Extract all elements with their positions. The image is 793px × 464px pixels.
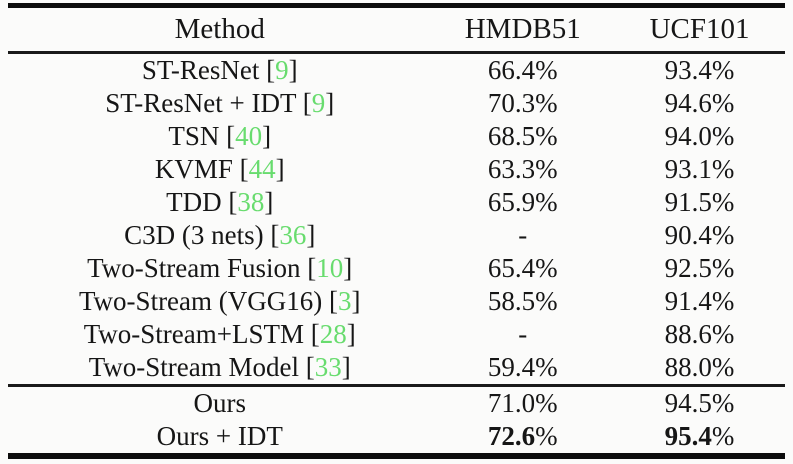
table-row: ST-ResNet [9] 66.4% 93.4%: [8, 53, 785, 88]
ucf101-cell: 91.4%: [664, 286, 735, 316]
results-table: Method HMDB51 UCF101 ST-ResNet [9] 66.4% 9…: [8, 8, 785, 453]
table-row: C3D (3 nets) [36] - 90.4%: [8, 219, 785, 252]
citation-number: 44: [248, 154, 276, 184]
hmdb51-cell: 59.4%: [487, 352, 558, 382]
citation-number: 38: [237, 187, 265, 217]
hmdb51-cell: 66.4%: [487, 55, 558, 85]
table-row: TDD [38] 65.9% 91.5%: [8, 186, 785, 219]
method-cell: ST-ResNet [9]: [141, 55, 298, 85]
citation-number: 40: [235, 121, 263, 151]
hmdb51-cell: 71.0%: [431, 384, 615, 420]
hmdb51-cell: -: [518, 220, 528, 250]
method-cell: Two-Stream (VGG16) [3]: [78, 286, 361, 316]
table-row: Two-Stream Model [33] 59.4% 88.0%: [8, 351, 785, 386]
ucf101-cell: 95.4%: [664, 421, 735, 451]
method-cell: Two-Stream Model [33]: [88, 352, 351, 382]
table-row: KVMF [44] 63.3% 93.1%: [8, 153, 785, 186]
hmdb51-cell: 63.3%: [487, 154, 558, 184]
hmdb51-cell: 72.6%: [487, 421, 558, 451]
ucf101-cell: 90.4%: [664, 220, 735, 250]
method-cell: TDD [38]: [166, 187, 274, 217]
method-cell: C3D (3 nets) [36]: [124, 220, 316, 250]
ucf101-cell: 94.0%: [664, 121, 735, 151]
ucf101-cell: 94.5%: [614, 384, 785, 420]
bold-value: 95.4: [664, 421, 712, 451]
hmdb51-cell: 65.4%: [487, 253, 558, 283]
method-cell: Ours: [8, 384, 432, 420]
ucf101-cell: 91.5%: [664, 187, 735, 217]
results-table-container: Method HMDB51 UCF101 ST-ResNet [9] 66.4% 9…: [8, 3, 785, 459]
citation-number: 10: [316, 253, 344, 283]
table-row: Two-Stream (VGG16) [3] 58.5% 91.4%: [8, 285, 785, 318]
citation-number: 28: [319, 319, 347, 349]
table-row: TSN [40] 68.5% 94.0%: [8, 120, 785, 153]
table-row: Ours 71.0% 94.5%: [8, 384, 785, 420]
method-cell: ST-ResNet + IDT [9]: [105, 88, 335, 118]
ucf101-cell: 94.6%: [664, 88, 735, 118]
table-row: Two-Stream+LSTM [28] - 88.6%: [8, 318, 785, 351]
table-row: Ours + IDT 72.6% 95.4%: [8, 420, 785, 453]
col-header-ucf101: UCF101: [614, 8, 785, 54]
hmdb51-cell: 68.5%: [487, 121, 558, 151]
hmdb51-cell: -: [518, 319, 528, 349]
table-row: ST-ResNet + IDT [9] 70.3% 94.6%: [8, 87, 785, 120]
citation-number: 9: [311, 88, 326, 118]
method-cell: Ours + IDT: [156, 421, 283, 451]
hmdb51-cell: 58.5%: [487, 286, 558, 316]
citation-number: 33: [314, 352, 342, 382]
citation-number: 3: [338, 286, 352, 316]
bold-value: 72.6: [487, 421, 536, 451]
ucf101-cell: 88.6%: [664, 319, 735, 349]
citation-number: 36: [279, 220, 307, 250]
method-cell: Two-Stream+LSTM [28]: [83, 319, 356, 349]
citation-number: 9: [275, 55, 289, 85]
ucf101-cell: 93.1%: [664, 154, 735, 184]
method-cell: Two-Stream Fusion [10]: [87, 253, 353, 283]
col-header-method: Method: [8, 8, 432, 54]
table-row: Two-Stream Fusion [10] 65.4% 92.5%: [8, 252, 785, 285]
method-cell: KVMF [44]: [154, 154, 285, 184]
hmdb51-cell: 70.3%: [487, 88, 558, 118]
ucf101-cell: 92.5%: [664, 253, 735, 283]
ucf101-cell: 93.4%: [664, 55, 735, 85]
ucf101-cell: 88.0%: [664, 352, 735, 382]
hmdb51-cell: 65.9%: [487, 187, 558, 217]
method-cell: TSN [40]: [168, 121, 272, 151]
header-row: Method HMDB51 UCF101: [8, 8, 785, 54]
col-header-hmdb51: HMDB51: [431, 8, 615, 54]
